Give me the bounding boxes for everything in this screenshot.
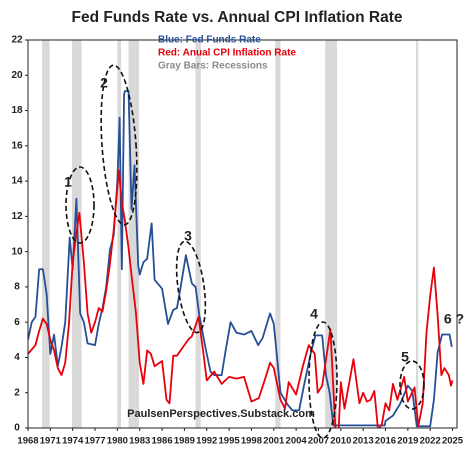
y-tick-label: 14 xyxy=(11,176,23,187)
x-tick-label: 2001 xyxy=(263,436,285,447)
y-tick-label: 18 xyxy=(11,105,23,116)
y-tick-label: 2 xyxy=(14,387,20,398)
annotation: 4 xyxy=(310,306,318,322)
recession-layer xyxy=(42,40,419,428)
ellipse xyxy=(65,166,95,244)
x-tick-label: 2010 xyxy=(330,436,351,447)
legend-red: Red: Anual CPI Inflation Rate xyxy=(158,48,296,59)
x-tick-label: 1980 xyxy=(107,436,128,447)
y-tick-label: 22 xyxy=(11,35,23,46)
recession-bar xyxy=(195,40,201,428)
x-tick-label: 1986 xyxy=(151,436,172,447)
source: PaulsenPerspectives.Substack.com xyxy=(127,408,315,420)
x-tick-label: 2013 xyxy=(353,436,374,447)
y-tick-label: 12 xyxy=(11,211,23,222)
x-tick-label: 2007 xyxy=(308,436,329,447)
x-tick-label: 1998 xyxy=(241,436,262,447)
recession-bar xyxy=(128,40,139,428)
x-tick-label: 1971 xyxy=(40,436,62,447)
chart-title: Fed Funds Rate vs. Annual CPI Inflation … xyxy=(72,9,403,26)
recession-bar xyxy=(42,40,50,428)
series-line xyxy=(28,169,454,428)
highlight-ellipses xyxy=(65,64,425,439)
x-tick-label: 1974 xyxy=(62,436,84,447)
recession-bar xyxy=(117,40,122,428)
plot-frame xyxy=(27,39,458,429)
y-tick-label: 4 xyxy=(14,352,20,363)
annotation: 3 xyxy=(184,228,192,244)
y-tick-label: 8 xyxy=(14,282,20,293)
ellipse xyxy=(308,321,338,439)
ellipse xyxy=(399,360,425,410)
x-tick-label: 1992 xyxy=(196,436,217,447)
annotation: 2 xyxy=(100,75,108,91)
ellipse xyxy=(100,64,138,226)
x-tick-label: 1968 xyxy=(17,436,38,447)
series-line xyxy=(28,90,453,428)
x-tick-label: 2019 xyxy=(397,436,418,447)
x-tick-label: 1983 xyxy=(129,436,150,447)
legend-gray: Gray Bars: Recessions xyxy=(158,61,268,72)
y-tick-label: 16 xyxy=(11,140,23,151)
annotation: 6 ? xyxy=(444,311,464,327)
recession-bar xyxy=(416,40,419,428)
annotation: 1 xyxy=(64,174,72,190)
y-tick-label: 6 xyxy=(14,317,20,328)
x-tick-label: 2025 xyxy=(442,436,464,447)
x-tick-label: 2004 xyxy=(286,436,308,447)
y-tick-label: 0 xyxy=(14,423,20,434)
recession-bar xyxy=(275,40,281,428)
x-tick-label: 2022 xyxy=(420,436,441,447)
y-tick-label: 10 xyxy=(11,246,23,257)
recession-bar xyxy=(325,40,338,428)
x-tick-label: 2016 xyxy=(375,436,396,447)
line-layer xyxy=(28,90,454,428)
legend-blue: Blue: Fed Funds Rate xyxy=(158,35,261,46)
annotation: 5 xyxy=(401,349,409,365)
ellipse xyxy=(175,240,207,334)
y-tick-label: 20 xyxy=(11,70,23,81)
x-tick-label: 1989 xyxy=(174,436,195,447)
x-tick-label: 1995 xyxy=(219,436,241,447)
x-tick-label: 1977 xyxy=(84,436,105,447)
